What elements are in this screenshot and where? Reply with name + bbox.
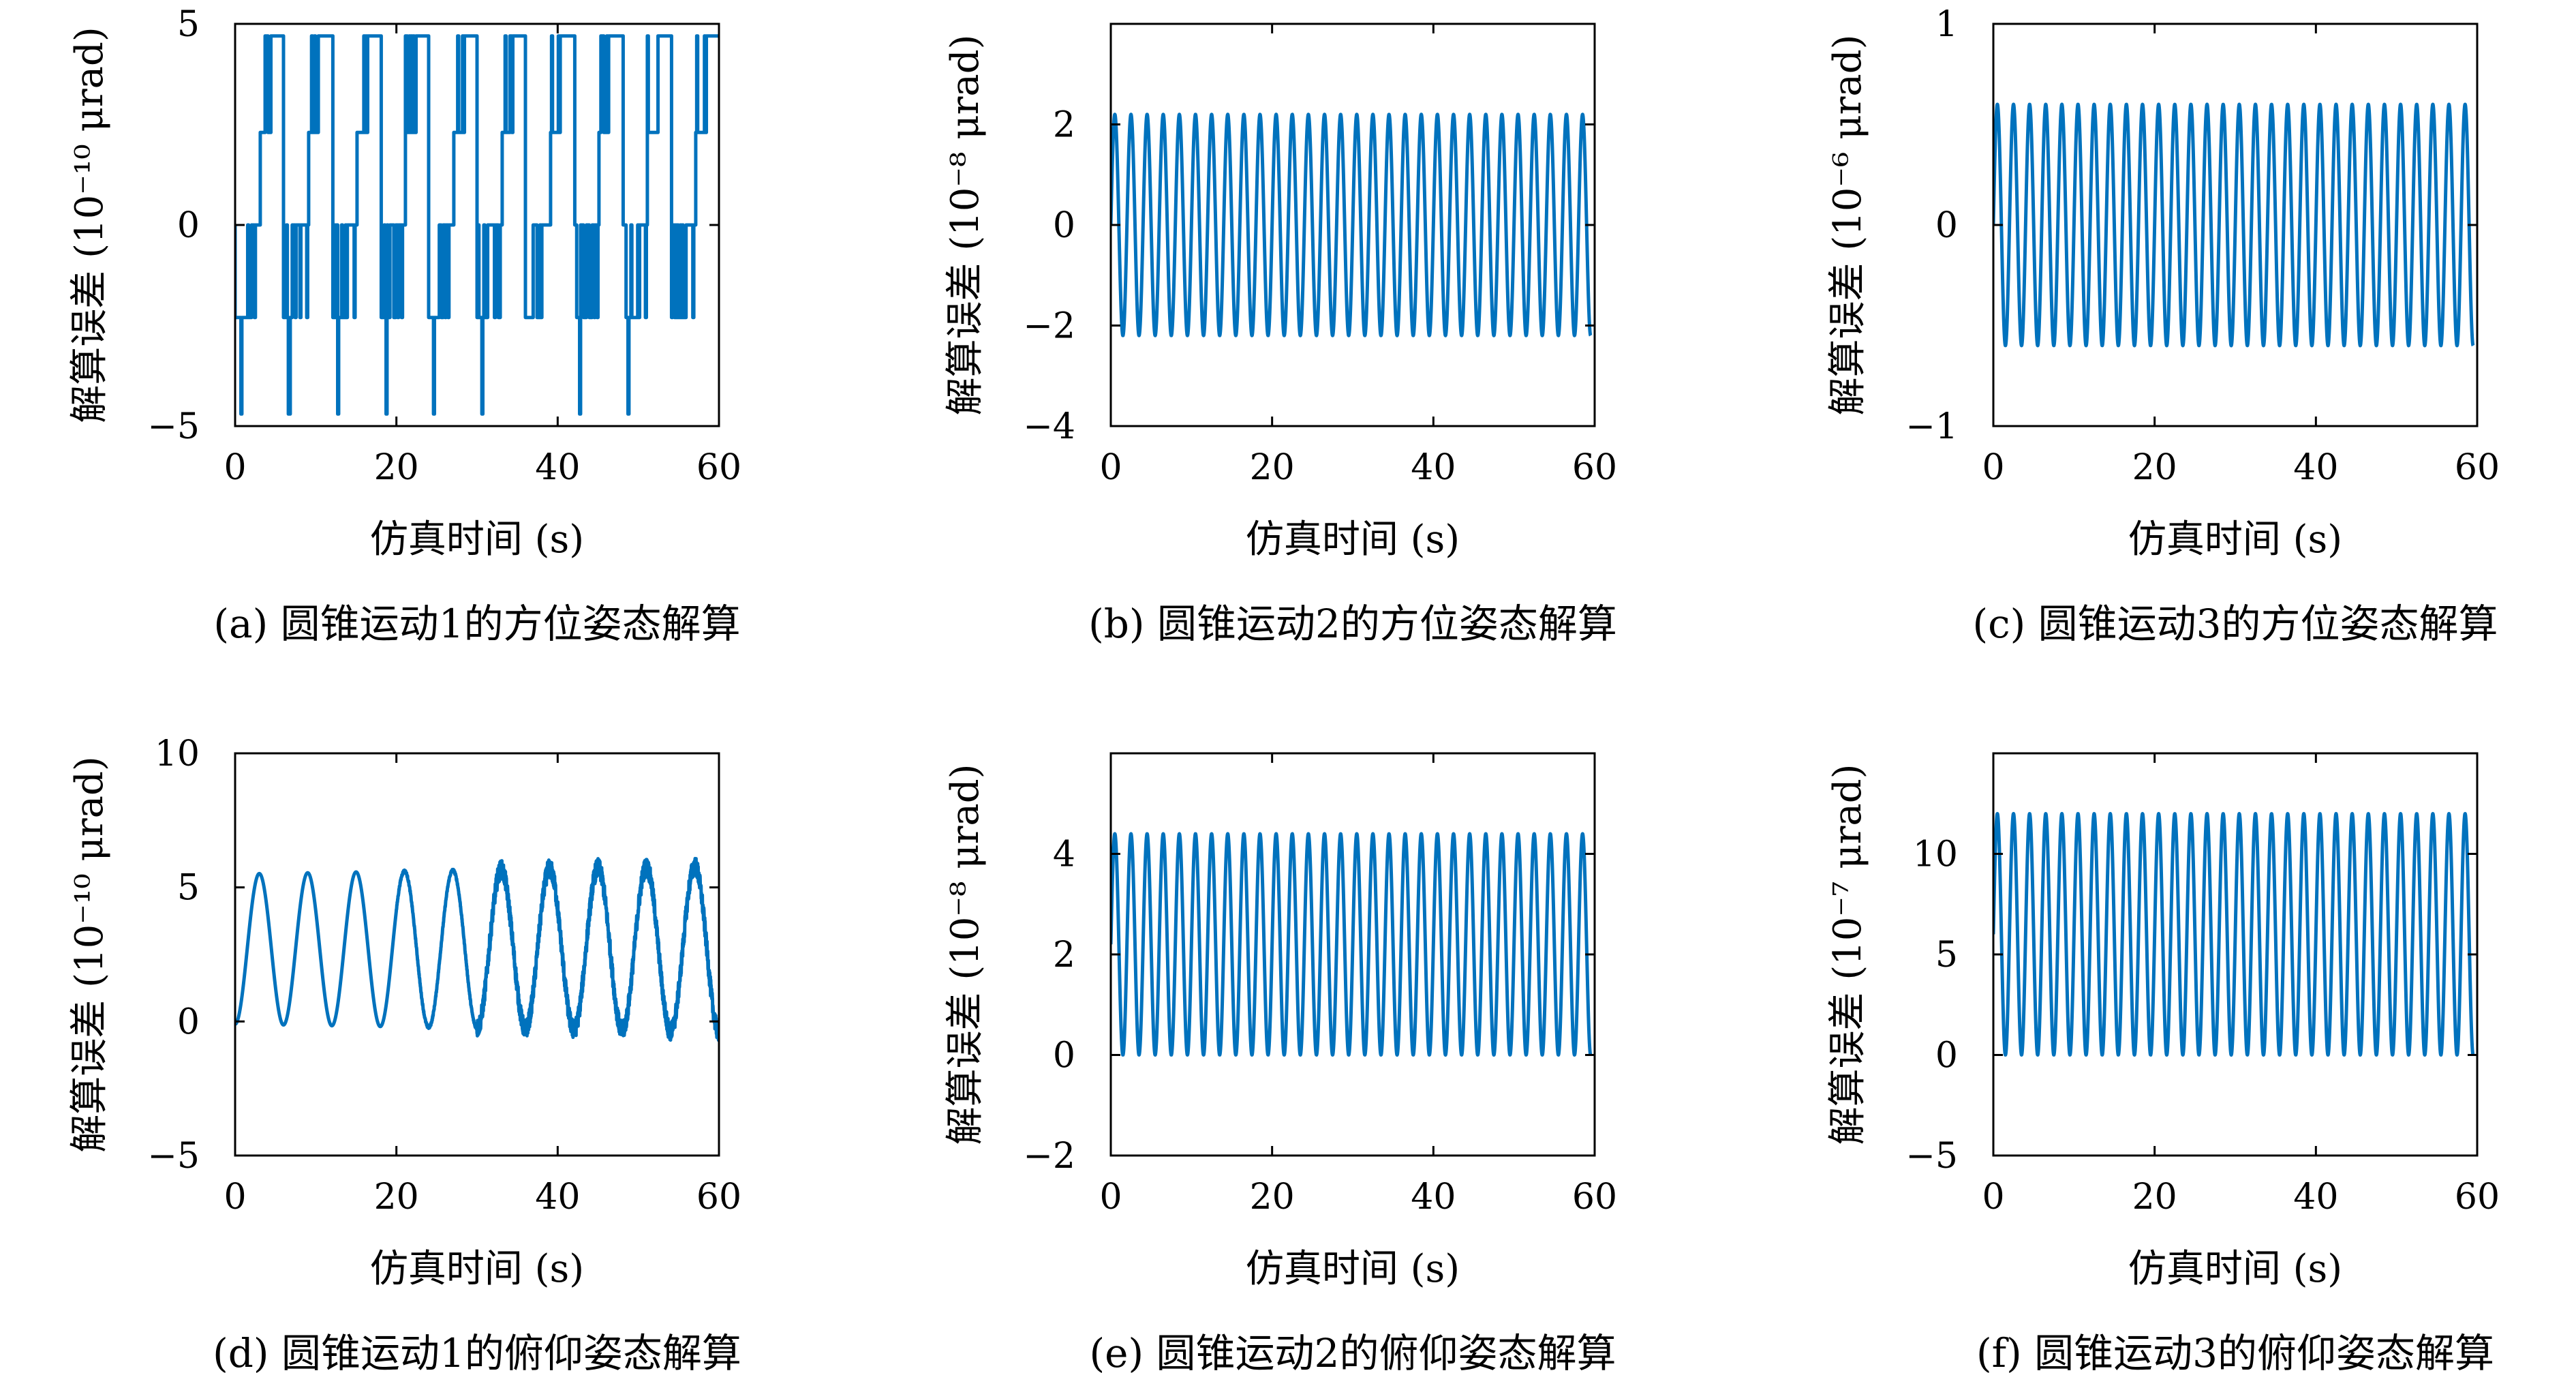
panel-d: 0 20 40 60 −5 0 5 10 仿真时间 (s) 解算误差 (10⁻¹⁰ μrad) (d… xyxy=(67,734,741,1373)
y-tick-label: 4 xyxy=(1053,834,1075,875)
y-axis-label: 解算误差 (10⁻⁸ μrad) xyxy=(943,764,987,1145)
y-tick-label: 10 xyxy=(1913,834,1958,875)
panel-caption: (f) 圆锥运动3的俯仰姿态解算 xyxy=(1976,1330,2494,1373)
x-tick-label: 60 xyxy=(1572,447,1617,488)
series-line xyxy=(235,34,719,416)
series-line xyxy=(235,856,719,1042)
y-axis-label: 解算误差 (10⁻¹⁰ μrad) xyxy=(67,756,112,1152)
y-tick-label: 0 xyxy=(1935,205,1958,246)
x-axis-label: 仿真时间 (s) xyxy=(2128,517,2342,562)
y-tick-label: −1 xyxy=(1905,406,1958,447)
panel-f: 0 20 40 60 −5 0 5 10 仿真时间 (s) 解算误差 (10⁻⁷ μrad) (f)… xyxy=(1826,752,2500,1373)
y-tick-label: −5 xyxy=(147,1136,200,1177)
x-tick-label: 20 xyxy=(1250,447,1295,488)
x-tick-label: 20 xyxy=(374,447,419,488)
x-axis-label: 仿真时间 (s) xyxy=(1246,517,1460,562)
y-tick-label: 1 xyxy=(1935,4,1958,45)
x-tick-label: 60 xyxy=(696,447,741,488)
panel-caption: (e) 圆锥运动2的俯仰姿态解算 xyxy=(1090,1330,1616,1373)
y-tick-label: −4 xyxy=(1023,406,1075,447)
x-tick-label: 40 xyxy=(1411,447,1456,488)
panel-caption: (c) 圆锥运动3的方位姿态解算 xyxy=(1972,601,2498,647)
y-axis-label: 解算误差 (10⁻¹⁰ μrad) xyxy=(67,27,112,423)
x-tick-label: 20 xyxy=(2132,447,2177,488)
x-tick-label: 20 xyxy=(374,1177,419,1218)
x-tick-label: 0 xyxy=(224,447,246,488)
x-axis-label: 仿真时间 (s) xyxy=(370,1247,584,1291)
panel-b: 0 20 40 60 −4 −2 0 2 仿真时间 (s) 解算误差 (10⁻⁸ μrad) (b)… xyxy=(943,22,1617,647)
y-tick-label: −5 xyxy=(147,406,200,447)
panel-e: 0 20 40 60 −2 0 2 4 仿真时间 (s) 解算误差 (10⁻⁸ μrad) (e) … xyxy=(943,752,1617,1373)
y-tick-label: 0 xyxy=(177,1001,200,1042)
y-axis-label: 解算误差 (10⁻⁸ μrad) xyxy=(943,35,987,416)
x-tick-label: 0 xyxy=(1099,447,1122,488)
panel-caption: (b) 圆锥运动2的方位姿态解算 xyxy=(1088,601,1617,647)
x-axis-label: 仿真时间 (s) xyxy=(370,517,584,562)
x-tick-label: 60 xyxy=(696,1177,741,1218)
series-line xyxy=(1993,812,2475,1057)
y-tick-label: 0 xyxy=(1935,1036,1958,1076)
x-tick-label: 40 xyxy=(535,1177,580,1218)
x-tick-label: 20 xyxy=(2132,1177,2177,1218)
y-tick-label: 2 xyxy=(1053,105,1075,146)
x-tick-label: 20 xyxy=(1250,1177,1295,1218)
x-tick-label: 60 xyxy=(1572,1177,1617,1218)
y-tick-label: 5 xyxy=(177,868,200,909)
panel-a: 0 20 40 60 −5 0 5 仿真时间 (s) 解算误差 (10⁻¹⁰ μrad) (a) … xyxy=(67,4,741,647)
y-axis-label: 解算误差 (10⁻⁶ μrad) xyxy=(1826,35,1870,416)
y-tick-label: 0 xyxy=(1053,1036,1075,1076)
panel-c: 0 20 40 60 −1 0 1 仿真时间 (s) 解算误差 (10⁻⁶ μrad) (c) 圆… xyxy=(1826,4,2500,647)
y-tick-label: −5 xyxy=(1905,1136,1958,1177)
series-line xyxy=(1111,832,1593,1057)
y-tick-label: 10 xyxy=(155,734,200,774)
x-tick-label: 40 xyxy=(535,447,580,488)
plot-frame xyxy=(234,752,720,1157)
x-tick-label: 40 xyxy=(2293,447,2338,488)
x-tick-label: 0 xyxy=(1982,447,2004,488)
x-tick-label: 0 xyxy=(224,1177,246,1218)
panel-caption: (d) 圆锥运动1的俯仰姿态解算 xyxy=(213,1330,741,1373)
y-tick-label: 2 xyxy=(1053,935,1075,976)
series-line xyxy=(1111,112,1593,337)
x-tick-label: 0 xyxy=(1099,1177,1122,1218)
y-tick-label: 5 xyxy=(177,4,200,45)
y-tick-label: 0 xyxy=(1053,205,1075,246)
series-line xyxy=(1993,102,2475,348)
x-axis-label: 仿真时间 (s) xyxy=(2128,1247,2342,1291)
x-tick-label: 60 xyxy=(2455,447,2500,488)
y-tick-label: −2 xyxy=(1023,1136,1075,1177)
panel-caption: (a) 圆锥运动1的方位姿态解算 xyxy=(213,601,740,647)
x-tick-label: 60 xyxy=(2455,1177,2500,1218)
x-tick-label: 40 xyxy=(1411,1177,1456,1218)
y-tick-label: 0 xyxy=(177,205,200,246)
x-tick-label: 40 xyxy=(2293,1177,2338,1218)
y-tick-label: −2 xyxy=(1023,306,1075,347)
x-tick-label: 0 xyxy=(1982,1177,2004,1218)
y-axis-label: 解算误差 (10⁻⁷ μrad) xyxy=(1826,764,1870,1145)
y-tick-label: 5 xyxy=(1935,935,1958,976)
x-axis-label: 仿真时间 (s) xyxy=(1246,1247,1460,1291)
